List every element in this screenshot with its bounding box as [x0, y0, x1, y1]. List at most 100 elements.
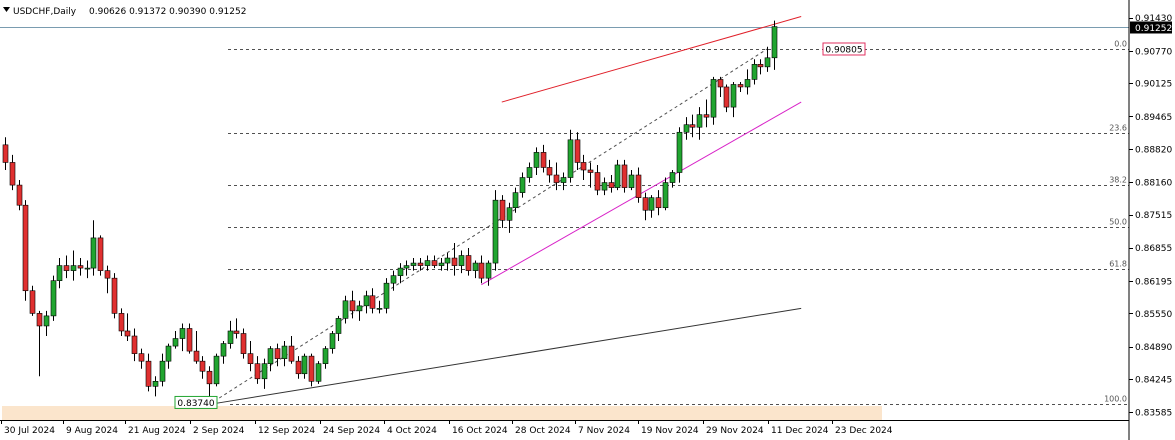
candle: [172, 330, 179, 349]
price-annotations: 0.90805 0.83740: [174, 42, 866, 409]
x-tick-label: 2 Sep 2024: [193, 426, 245, 436]
candle: [696, 107, 703, 140]
bear-candle-body: [138, 353, 145, 362]
x-tick-label: 11 Dec 2024: [771, 426, 829, 436]
candle: [567, 129, 574, 183]
candle: [124, 313, 131, 342]
bull-candle-body: [70, 265, 77, 271]
candle: [145, 353, 152, 392]
bull-candle-body: [730, 84, 737, 108]
candle: [240, 328, 247, 359]
bear-candle-body: [199, 360, 206, 372]
bear-candle-body: [417, 262, 424, 266]
bear-candle-body: [723, 86, 730, 108]
candle: [97, 235, 104, 276]
bear-candle-body: [16, 184, 23, 206]
candle: [254, 356, 261, 384]
bear-candle-body: [574, 139, 581, 163]
bull-candle-body: [424, 260, 431, 266]
candle: [512, 187, 519, 213]
bull-candle-body: [43, 315, 50, 327]
bull-candle-body: [50, 280, 57, 317]
fib-anchor-line[interactable]: [208, 48, 768, 405]
bull-candle-body: [335, 318, 342, 334]
bear-candle-body: [118, 313, 125, 332]
bull-candle-body: [227, 330, 234, 344]
bull-candle-body: [363, 295, 370, 307]
y-tick-label: 0.86855: [1135, 244, 1172, 254]
bear-candle-body: [553, 174, 560, 183]
bear-candle-body: [2, 144, 9, 163]
bear-candle-body: [295, 360, 302, 375]
bull-candle-body: [683, 124, 690, 133]
candle: [369, 288, 376, 314]
bull-candle-body: [519, 177, 526, 193]
candle: [356, 300, 363, 321]
bear-candle-body: [642, 197, 649, 211]
current-price-tag: 0.91252: [1130, 21, 1172, 34]
bull-candle-body: [676, 131, 683, 173]
candle: [438, 258, 445, 271]
candle: [90, 220, 97, 276]
bull-candle-body: [560, 177, 567, 183]
bull-candle-body: [533, 152, 540, 168]
fibonacci-levels: 0.0 23.6 38.2 50.0 61.8 100.0: [228, 40, 1129, 405]
candle: [601, 177, 608, 196]
candle: [703, 99, 710, 128]
bear-candle-body: [465, 255, 472, 271]
bull-candle-body: [342, 300, 349, 319]
chart-title: USDCHF,Daily 0.90626 0.91372 0.90390 0.9…: [3, 7, 246, 17]
bull-candle-body: [56, 265, 63, 281]
bear-candle-body: [274, 348, 281, 359]
candle: [730, 81, 737, 118]
candle: [621, 159, 628, 193]
candle: [614, 159, 621, 191]
bull-candle-body: [397, 267, 404, 276]
y-tick-label: 0.88820: [1135, 145, 1172, 155]
candle: [2, 137, 9, 170]
selection-band: [2, 406, 882, 420]
candle: [138, 348, 145, 369]
current-price-text: 0.91252: [1135, 24, 1172, 34]
candle: [308, 353, 315, 387]
bull-candle-body: [90, 237, 97, 269]
x-tick-label: 30 Jul 2024: [4, 426, 55, 436]
candle: [485, 260, 492, 286]
bull-candle-body: [383, 282, 390, 309]
candle: [465, 247, 472, 276]
long-trend-line[interactable]: [209, 307, 802, 405]
upper-channel-line[interactable]: [501, 16, 802, 103]
x-tick-label: 29 Nov 2024: [706, 426, 764, 436]
bull-candle-body: [458, 255, 465, 266]
candle: [642, 192, 649, 221]
candle: [723, 84, 730, 113]
bull-candle-body: [662, 182, 669, 209]
candle: [635, 167, 642, 203]
bear-candle-body: [288, 345, 295, 362]
bull-candle-body: [438, 262, 445, 266]
triangle-down-icon[interactable]: [3, 7, 10, 12]
candle: [472, 260, 479, 279]
x-axis: 30 Jul 2024 9 Aug 2024 21 Aug 2024 2 Sep 20…: [0, 420, 1129, 436]
candle: [186, 323, 193, 354]
candle: [43, 310, 50, 337]
candle: [587, 162, 594, 188]
candle: [227, 320, 234, 349]
bear-candle-body: [97, 237, 104, 271]
candle: [751, 59, 758, 85]
bear-candle-body: [63, 265, 70, 271]
candle: [16, 180, 23, 211]
bear-candle-body: [104, 270, 111, 279]
candle: [193, 330, 200, 364]
candle: [213, 353, 220, 387]
bull-candle-body: [322, 348, 329, 364]
candle: [77, 258, 84, 276]
bull-candle-body: [410, 262, 417, 266]
candle: [131, 328, 138, 362]
bear-candle-body: [206, 370, 213, 385]
candle: [295, 356, 302, 379]
bull-candle-body: [526, 167, 533, 178]
bear-candle-body: [145, 360, 152, 387]
candle: [744, 69, 751, 95]
